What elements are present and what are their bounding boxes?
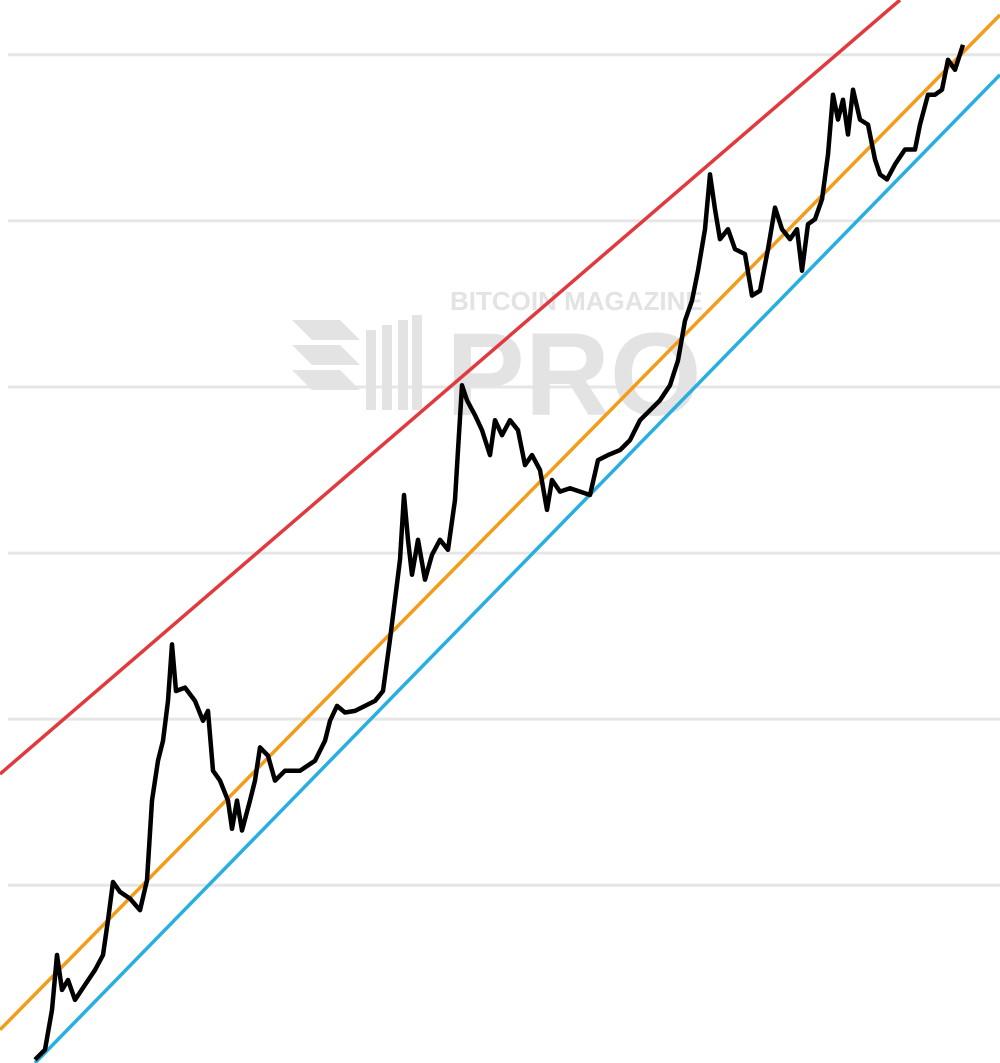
price-line	[33, 44, 966, 1062]
watermark-product: PRO	[446, 309, 702, 441]
watermark-brand: BITCOIN MAGAZINE	[450, 286, 703, 316]
watermark-logo	[292, 315, 422, 410]
trend-line	[0, 0, 902, 776]
trend-line	[33, 73, 1000, 1063]
grid	[8, 53, 1000, 887]
watermark: BITCOIN MAGAZINE PRO	[292, 286, 703, 441]
trend-line	[0, 13, 1000, 1032]
